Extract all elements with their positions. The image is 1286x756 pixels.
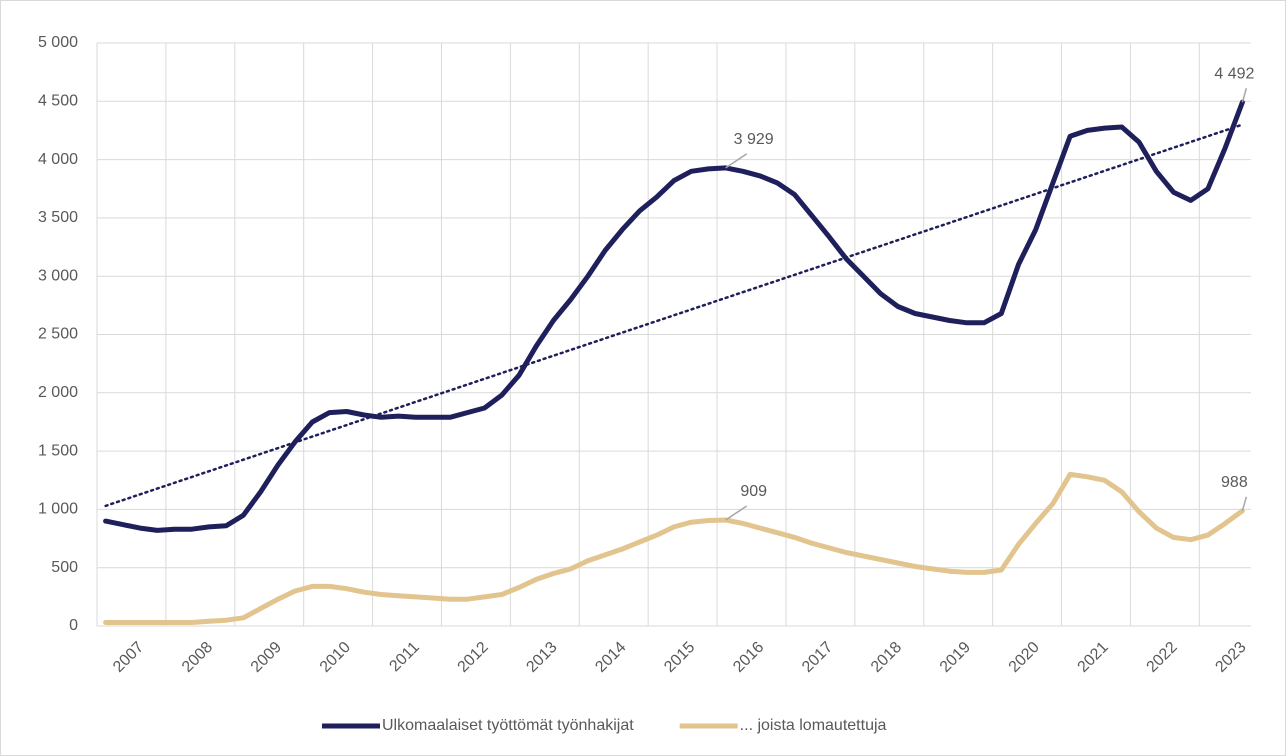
y-tick-label: 3 500	[38, 209, 78, 226]
series-line	[103, 471, 1245, 625]
y-tick-label: 4 500	[38, 93, 78, 110]
label-leader	[725, 153, 748, 169]
label-leader	[725, 505, 748, 521]
legend-label: Ulkomaalaiset työttömät työnhakijat	[382, 717, 634, 734]
y-tick-label: 2 000	[38, 384, 78, 401]
y-tick-label: 2 500	[38, 326, 78, 343]
data-label: 988	[1221, 474, 1248, 491]
data-label: 909	[740, 483, 767, 500]
y-tick-label: 500	[51, 559, 78, 576]
label-leader	[1241, 496, 1248, 512]
y-tick-label: 1 500	[38, 442, 78, 459]
y-tick-label: 5 000	[38, 34, 78, 51]
data-label: 4 492	[1214, 65, 1254, 82]
label-leader	[1241, 88, 1248, 103]
y-tick-label: 3 000	[38, 267, 78, 284]
y-tick-label: 4 000	[38, 151, 78, 168]
series-line	[103, 99, 1245, 533]
y-tick-label: 0	[69, 617, 78, 634]
legend-label: ... joista lomautettuja	[740, 717, 887, 734]
y-tick-label: 1 000	[38, 501, 78, 518]
data-label: 3 929	[734, 131, 774, 148]
